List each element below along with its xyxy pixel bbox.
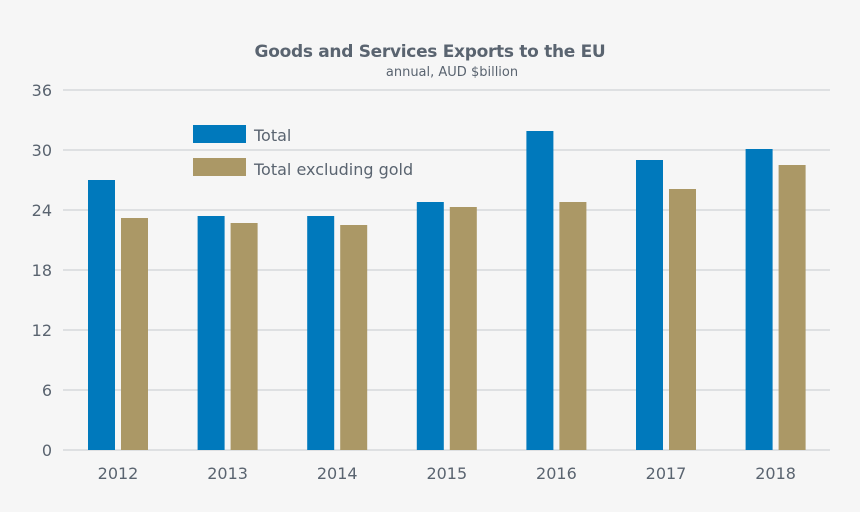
y-tick-label: 6 (42, 381, 52, 400)
x-tick-label: 2014 (317, 464, 358, 483)
bar-total-2017 (636, 160, 663, 450)
bars (88, 131, 806, 450)
bar-total-excluding-gold-2013 (230, 223, 258, 450)
bar-total-excluding-gold-2014 (340, 225, 368, 450)
legend-label-total-excluding-gold: Total excluding gold (253, 160, 413, 179)
bar-total-2013 (197, 216, 225, 450)
legend-label-total: Total (253, 126, 291, 145)
y-tick-label: 12 (32, 321, 52, 340)
bar-total-excluding-gold-2012 (121, 218, 148, 450)
bar-total-excluding-gold-2017 (669, 189, 696, 450)
bar-total-2015 (416, 202, 444, 450)
x-tick-label: 2012 (98, 464, 139, 483)
bar-total-2018 (745, 149, 773, 450)
x-tick-label: 2018 (755, 464, 796, 483)
bar-total-excluding-gold-2016 (559, 202, 587, 450)
y-tick-label: 30 (32, 141, 52, 160)
bar-total-2016 (526, 131, 554, 450)
chart-title: Goods and Services Exports to the EU (255, 42, 606, 62)
y-axis-ticks: 0 6 12 18 24 30 36 (32, 81, 52, 460)
chart-subtitle: annual, AUD $billion (386, 65, 518, 80)
y-tick-label: 36 (32, 81, 52, 100)
x-tick-label: 2013 (207, 464, 248, 483)
bar-total-excluding-gold-2015 (449, 207, 477, 450)
y-tick-label: 18 (32, 261, 52, 280)
legend: Total Total excluding gold (193, 125, 413, 179)
gridlines (63, 89, 830, 451)
bar-total-2014 (307, 216, 335, 450)
y-tick-label: 0 (42, 441, 52, 460)
y-tick-label: 24 (32, 201, 52, 220)
x-tick-label: 2016 (536, 464, 577, 483)
legend-swatch-total (193, 125, 246, 143)
bar-total-2012 (88, 180, 115, 450)
x-tick-label: 2015 (426, 464, 467, 483)
x-tick-label: 2017 (646, 464, 687, 483)
x-axis-ticks: 2012 2013 2014 2015 2016 2017 2018 (98, 464, 796, 483)
bar-total-excluding-gold-2018 (778, 165, 806, 450)
legend-swatch-total-excluding-gold (193, 158, 246, 176)
